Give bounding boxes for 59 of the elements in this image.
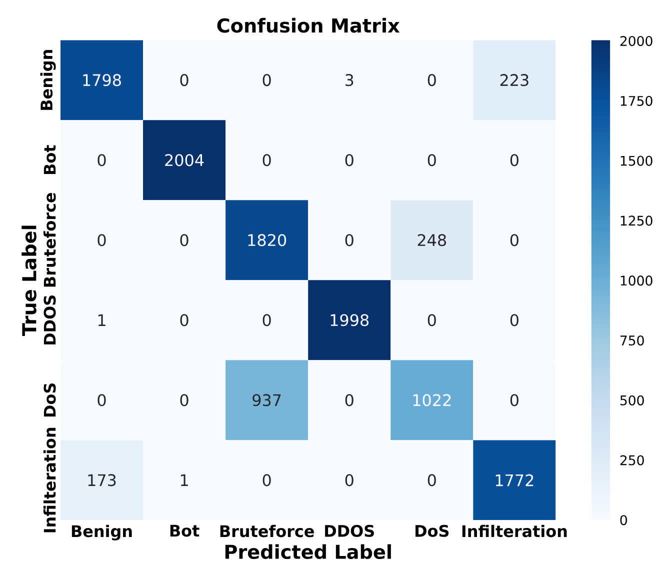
- color-bar-label: 500: [620, 395, 644, 406]
- data-label: 1: [180, 474, 188, 486]
- y-tick-label: DoS: [44, 383, 56, 417]
- data-label: 0: [262, 74, 271, 86]
- data-label: 1820: [248, 234, 286, 246]
- data-label: 1998: [330, 314, 369, 326]
- x-tick-label: Infilteration: [462, 524, 567, 538]
- data-label: 248: [418, 234, 446, 246]
- y-tick-label: Benign: [40, 50, 56, 110]
- data-label: 2004: [165, 154, 204, 166]
- x-tick-label: DoS: [416, 524, 449, 537]
- color-bar-label: 750: [620, 335, 644, 346]
- color-bar-label: 250: [620, 455, 644, 466]
- data-label: 0: [262, 154, 271, 166]
- data-label: 3: [346, 74, 354, 86]
- data-label: 937: [252, 394, 281, 406]
- data-label: 1: [98, 314, 106, 326]
- data-label: 0: [345, 474, 354, 486]
- data-label: 223: [500, 74, 528, 86]
- data-label: 0: [98, 154, 106, 166]
- color-bar-label: 0: [620, 515, 627, 526]
- data-label: 0: [180, 314, 188, 326]
- data-label: 0: [180, 74, 188, 86]
- color-bar-label: 2000: [620, 36, 652, 46]
- data-label: 0: [510, 314, 518, 326]
- color-bar-label: 1750: [620, 96, 652, 106]
- data-label: 0: [345, 394, 354, 406]
- chart-title: Confusion Matrix: [217, 18, 400, 33]
- data-label: 0: [510, 154, 518, 166]
- data-label: 0: [262, 314, 271, 326]
- x-tick-label: Bot: [170, 524, 200, 537]
- data-label: 0: [510, 234, 518, 246]
- color-bar-label: 1500: [620, 156, 652, 166]
- data-label: 0: [180, 234, 188, 246]
- data-label: 0: [428, 74, 436, 86]
- data-label: 0: [98, 234, 106, 246]
- data-label: 0: [262, 474, 271, 486]
- y-tick-label: DDOS: [44, 296, 56, 344]
- data-label: 173: [88, 474, 116, 486]
- data-label: 0: [180, 394, 188, 406]
- color-bar-label: 1250: [620, 216, 652, 226]
- y-tick-label: Bot: [44, 145, 56, 174]
- data-label: 1772: [496, 474, 534, 486]
- x-tick-label: Bruteforce: [220, 524, 314, 538]
- color-bar-label: 1000: [620, 276, 652, 286]
- data-label: 1022: [413, 394, 451, 406]
- y-tick-label: Bruteforce: [43, 192, 56, 287]
- data-label: 0: [428, 474, 436, 486]
- data-label: 0: [428, 154, 436, 166]
- data-label: 0: [345, 234, 354, 246]
- x-tick-label: Benign: [72, 524, 132, 540]
- data-label: 0: [345, 154, 354, 166]
- data-label: 0: [510, 394, 518, 406]
- data-label: 0: [428, 314, 436, 326]
- x-axis-title: Predicted Label: [225, 544, 391, 560]
- data-label: 0: [98, 394, 106, 406]
- y-axis-title: True Label: [22, 226, 36, 336]
- x-tick-label: DDOS: [325, 524, 374, 537]
- data-label: 1798: [83, 74, 121, 86]
